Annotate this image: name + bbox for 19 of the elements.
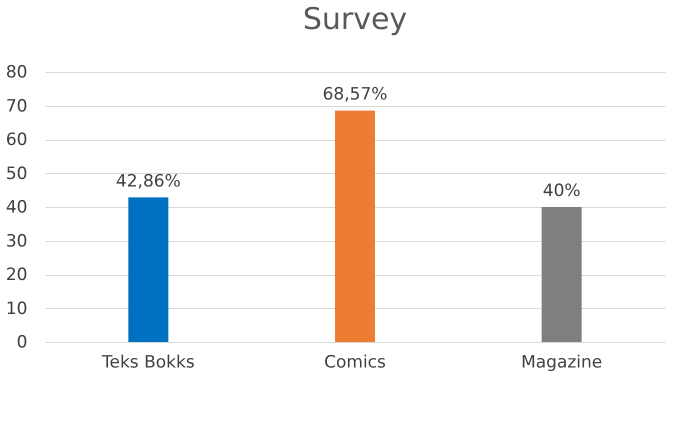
y-tick-label: 80 bbox=[6, 62, 28, 82]
y-tick-label: 50 bbox=[6, 164, 28, 184]
x-tick-label: Teks Bokks bbox=[100, 352, 195, 372]
y-tick-label: 20 bbox=[6, 265, 28, 285]
x-tick-label: Magazine bbox=[521, 352, 602, 372]
chart-title: Survey bbox=[302, 2, 408, 37]
data-label: 68,57% bbox=[322, 84, 388, 105]
bar bbox=[542, 207, 582, 342]
y-tick-label: 30 bbox=[6, 231, 28, 252]
x-tick-label: Comics bbox=[324, 352, 386, 372]
y-tick-label: 0 bbox=[16, 332, 28, 352]
data-label: 40% bbox=[542, 181, 581, 201]
data-label: 42,86% bbox=[116, 171, 181, 192]
y-tick-label: 10 bbox=[6, 298, 28, 319]
y-tick-label: 40 bbox=[6, 198, 28, 218]
y-tick-label: 70 bbox=[6, 96, 28, 116]
bar bbox=[335, 110, 375, 342]
bar bbox=[128, 197, 168, 342]
y-tick-label: 60 bbox=[6, 130, 28, 150]
